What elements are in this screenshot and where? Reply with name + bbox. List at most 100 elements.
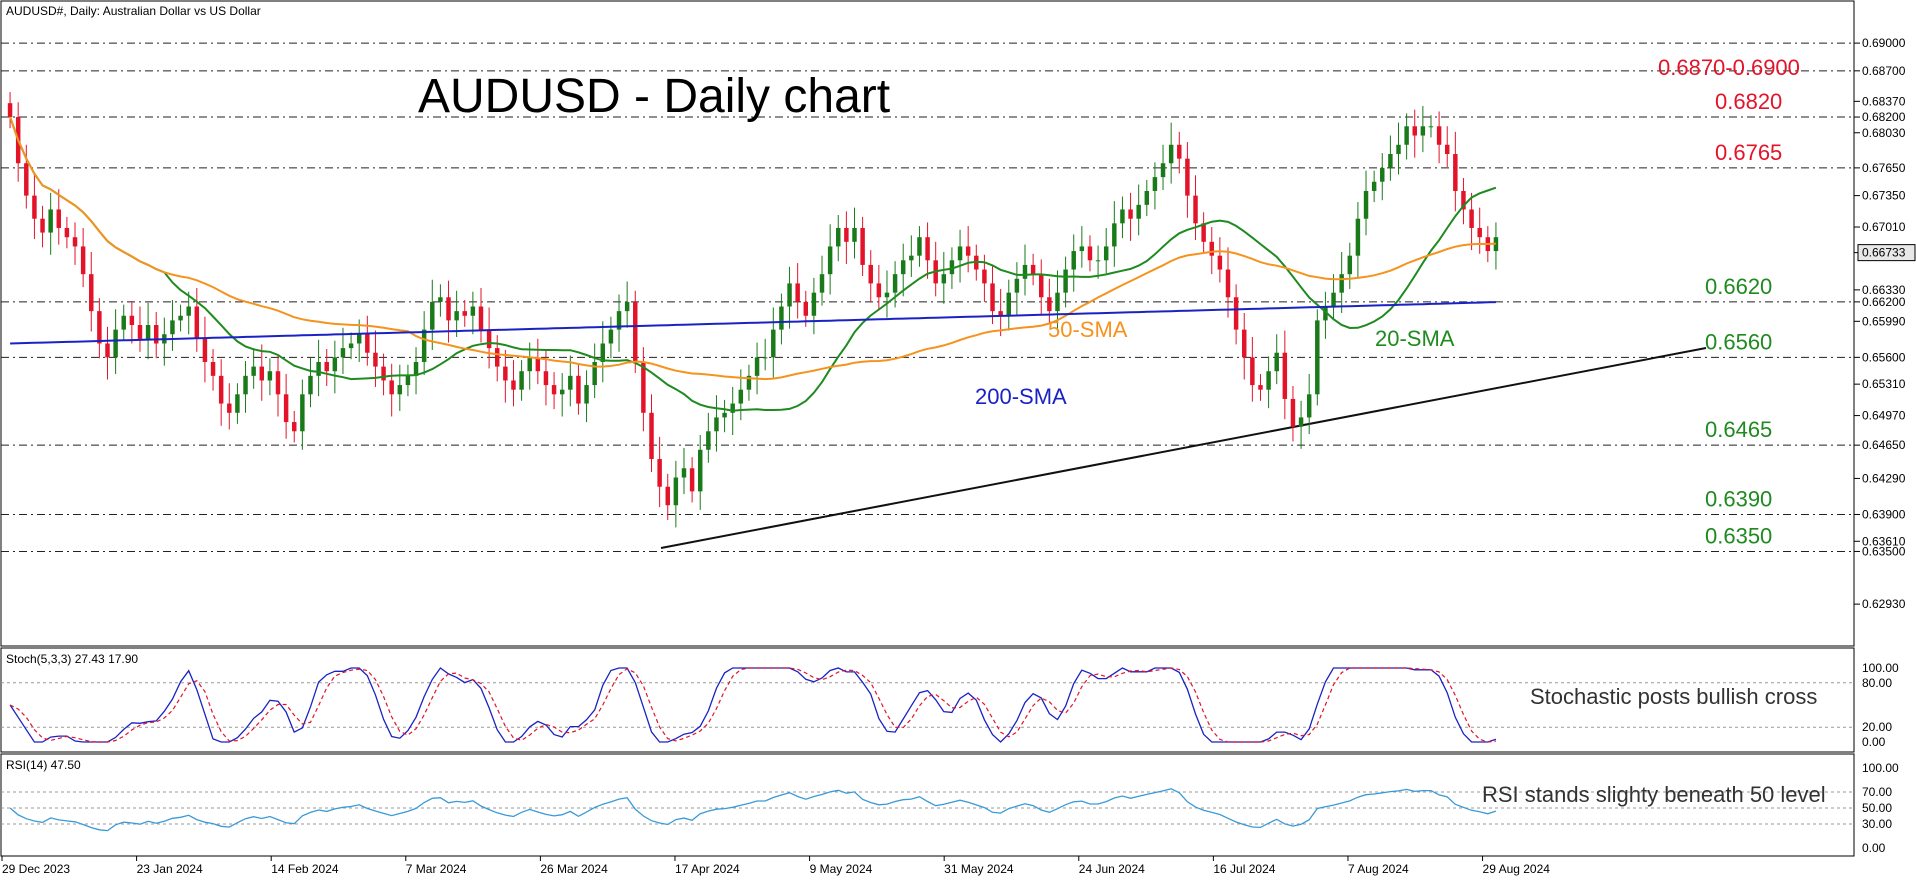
rsi-note: RSI stands slighty beneath 50 level: [1482, 782, 1826, 807]
candle-body: [1022, 264, 1028, 279]
time-tick-label: 29 Aug 2024: [1483, 862, 1551, 876]
candle-body: [1347, 255, 1353, 275]
candle-body: [430, 301, 435, 330]
candle-body: [1250, 357, 1255, 386]
candle-body: [438, 297, 443, 302]
candle-body: [1128, 209, 1133, 219]
candle-body: [421, 329, 427, 362]
candle-body: [1453, 154, 1458, 191]
stoch-tick-label: 20.00: [1862, 720, 1892, 734]
candle-body: [1412, 126, 1417, 136]
time-tick-label: 7 Mar 2024: [406, 862, 467, 876]
candle-body: [202, 338, 208, 362]
candle-body: [32, 195, 37, 219]
price-levels: 0.6870-0.6900 0.6820 0.6765 0.6620 0.6560 0.6…: [1, 42, 1853, 552]
candle-body: [779, 306, 784, 330]
candle-body: [48, 209, 53, 233]
candle-body: [1306, 394, 1312, 418]
candle-body: [1120, 209, 1125, 224]
candle-body: [1282, 352, 1288, 399]
price-tick-label: 0.68200: [1862, 110, 1906, 124]
candle-body: [1168, 144, 1174, 164]
price-tick-label: 0.63500: [1862, 544, 1906, 558]
candle-body: [1233, 297, 1239, 330]
candle-body: [876, 283, 882, 298]
candle-body: [1144, 190, 1150, 205]
level-label: 0.6465: [1705, 417, 1772, 442]
price-panel-frame: [0, 0, 1855, 647]
candle-body: [1298, 417, 1304, 427]
candle-body: [714, 417, 719, 432]
candle-body: [7, 103, 13, 118]
price-tick-label: 0.64650: [1862, 438, 1906, 452]
price-tick-label: 0.68370: [1862, 94, 1906, 108]
candle-body: [1363, 190, 1369, 219]
candle-body: [1079, 246, 1085, 252]
candle-body: [1006, 292, 1011, 316]
price-tick-label: 0.65310: [1862, 377, 1906, 391]
candle-body: [1136, 204, 1141, 219]
candle-body: [519, 371, 524, 390]
candle-body: [1258, 385, 1263, 390]
candle-body: [210, 361, 216, 376]
candle-body: [1404, 126, 1409, 145]
candle-body: [917, 237, 922, 256]
candle-body: [1444, 144, 1450, 155]
candle-body: [925, 237, 930, 261]
stoch-tick-label: 80.00: [1862, 676, 1892, 690]
candle-body: [227, 403, 232, 413]
sma200-line: [10, 301, 1496, 345]
price-tick-label: 0.66330: [1862, 283, 1906, 297]
candle-body: [1177, 144, 1182, 159]
current-price-marker: [1857, 244, 1916, 262]
candle-body: [218, 375, 224, 404]
candle-body: [1420, 126, 1426, 136]
candle-body: [1436, 126, 1442, 145]
candle-body: [316, 361, 321, 376]
time-tick-label: 9 May 2024: [810, 862, 873, 876]
candle-body: [803, 301, 809, 316]
candle-body: [600, 343, 606, 362]
candle-body: [235, 394, 240, 413]
candle-body: [787, 283, 792, 307]
candle-body: [624, 301, 630, 312]
price-tick-label: 0.65600: [1862, 350, 1906, 364]
candle-body: [592, 361, 597, 386]
candle-body: [730, 403, 735, 413]
candle-body: [689, 468, 695, 492]
candle-body: [72, 237, 78, 247]
candle-body: [251, 366, 256, 376]
candle-body: [1315, 320, 1320, 395]
candle-body: [1388, 154, 1393, 168]
rsi-line: [9, 788, 1497, 832]
candle-body: [332, 357, 338, 372]
candle-body: [551, 385, 557, 395]
candle-body: [1461, 190, 1466, 210]
candle-body: [1371, 181, 1377, 191]
candle-body: [649, 412, 654, 460]
rsi-tick-label: 0.00: [1862, 841, 1886, 855]
candle-body: [746, 375, 752, 390]
candle-body: [356, 334, 362, 344]
price-tick-label: 0.64290: [1862, 471, 1906, 485]
candles: [7, 92, 1499, 528]
price-tick-label: 0.67350: [1862, 189, 1906, 203]
time-tick-label: 14 Feb 2024: [271, 862, 339, 876]
sma50-label: 50-SMA: [1048, 317, 1128, 342]
candle-body: [1055, 292, 1060, 312]
candle-body: [1355, 218, 1361, 256]
price-tick-label: 0.62930: [1862, 597, 1906, 611]
rsi-tick-label: 30.00: [1862, 817, 1892, 831]
candle-body: [97, 311, 102, 344]
candle-body: [860, 227, 865, 265]
candle-body: [836, 227, 841, 247]
candle-body: [1087, 246, 1093, 261]
candle-body: [990, 283, 995, 312]
price-tick-label: 0.64970: [1862, 409, 1906, 423]
time-tick-label: 26 Mar 2024: [540, 862, 608, 876]
rsi-tick-label: 50.00: [1862, 801, 1892, 815]
candle-body: [153, 325, 159, 344]
candle-body: [754, 357, 760, 376]
level-label: 0.6870-0.6900: [1658, 55, 1800, 80]
